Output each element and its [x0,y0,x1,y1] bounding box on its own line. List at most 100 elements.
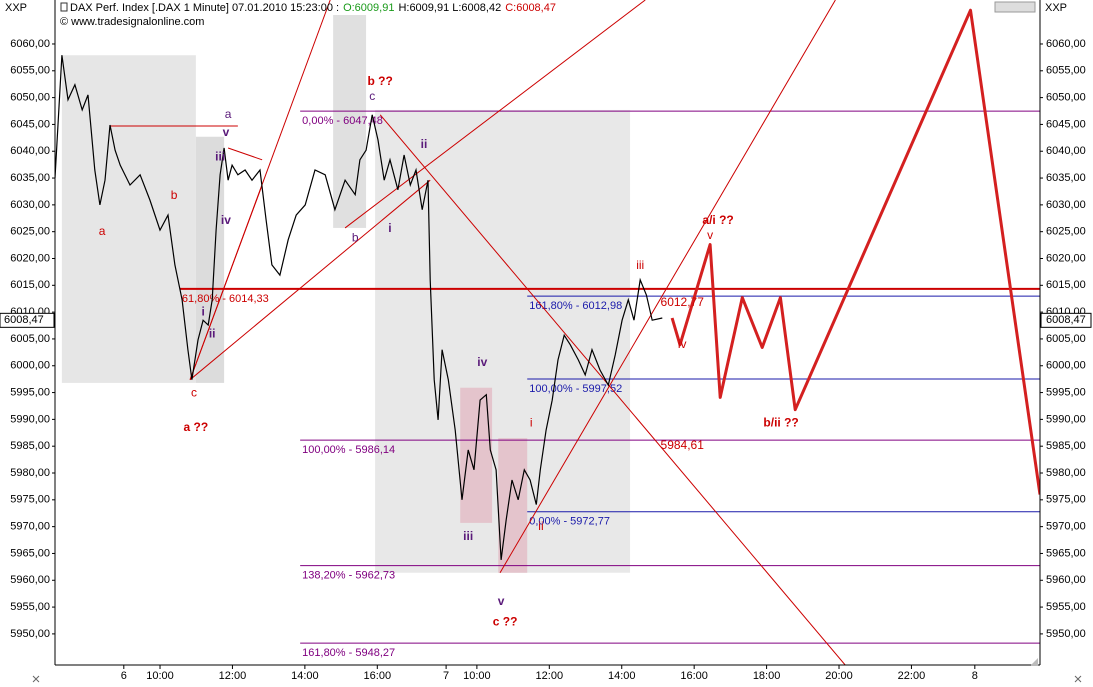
scroll-arrows[interactable] [32,675,1082,683]
icon [60,2,68,12]
y-tick-label: 5950,00 [10,628,50,640]
wave-label: iv [477,355,487,369]
x-tick-label: 16:00 [680,670,708,682]
y-tick-label: 6030,00 [10,199,50,211]
y-tick-label: 6025,00 [1046,226,1086,238]
wave-label: v [223,125,230,139]
y-tick-label: 6055,00 [10,65,50,77]
wave-label: a ?? [184,420,209,434]
y-tick-label: 5990,00 [10,413,50,425]
y-tick-label: 6050,00 [1046,92,1086,104]
x-tick-label: 22:00 [898,670,926,682]
level-label: 161,80% - 5948,27 [302,647,395,659]
wave-label: ii [538,519,543,533]
wave-label: a [225,107,232,121]
y-tick-label: 5985,00 [10,440,50,452]
y-tick-label: 6055,00 [1046,65,1086,77]
y-tick-label: 6045,00 [10,118,50,130]
y-tick-label: 5980,00 [10,467,50,479]
y-tick-label: 5960,00 [10,574,50,586]
title: DAX Perf. Index [.DAX 1 Minute] 07.01.20… [70,2,556,14]
wave-label: c [191,385,197,399]
y-tick-label: 6035,00 [1046,172,1086,184]
symbol: XXP [1045,2,1067,14]
plot-area: 0,00% - 6047,48 100,00% - 5986,14 138,20% … [55,0,1040,665]
wave-label: b ?? [368,74,393,88]
y-tick-label: 5980,00 [1046,467,1086,479]
y-tick-label: 6040,00 [1046,145,1086,157]
wave-label: i [201,304,204,318]
wave-label: b [352,230,359,244]
y-tick-label: 6005,00 [10,333,50,345]
trend-line [189,179,431,381]
wave-label: 6012,77 [661,295,705,309]
y-tick-label: 6020,00 [10,252,50,264]
level-label: 61,80% - 6014,33 [182,293,269,305]
y-tick-label: 5955,00 [10,601,50,613]
price-line [55,55,663,560]
symbol: XXP [5,2,27,14]
x-tick-label: 10:00 [463,670,491,682]
y-tick-label: 5985,00 [1046,440,1086,452]
y-tick-label: 6000,00 [10,360,50,372]
ohlc-value: O:6009,91 [343,2,394,14]
copyright: © www.tradesignalonline.com [60,16,204,28]
level-label: 138,20% - 5962,73 [302,570,395,582]
zone [333,15,367,228]
wave-label: iii [215,149,225,163]
wave-label: 5984,61 [661,438,705,452]
y-tick-label: 6025,00 [10,226,50,238]
wave-label: a/i ?? [702,213,733,227]
y-tick-label: 6000,00 [1046,360,1086,372]
y-tick-label: 6050,00 [10,92,50,104]
wave-label: iv [678,337,687,351]
x-tick-label: 7 [443,670,449,682]
forecast-line [670,8,1040,495]
wave-label: a [99,224,106,238]
trend-line [499,0,836,574]
level-label: 100,00% - 5997,52 [529,383,622,395]
y-tick-label: 5955,00 [1046,601,1086,613]
trend-line [189,184,263,380]
wave-label: c ?? [493,614,518,628]
wave-label: iii [636,258,644,272]
x-tick-label: 8 [972,670,978,682]
resize-handle[interactable] [1030,658,1038,666]
title-text: DAX Perf. Index [.DAX 1 Minute] 07.01.20… [70,2,339,14]
wave-label: i [388,221,391,235]
y-tick-label: 6030,00 [1046,199,1086,211]
x-tick-label: 20:00 [825,670,853,682]
price-tag-label: 6008,47 [4,314,44,326]
y-tick-label: 6040,00 [10,145,50,157]
y-tick-label: 6005,00 [1046,333,1086,345]
wave-label: c [369,89,375,103]
y-tick-label: 5995,00 [10,386,50,398]
y-tick-label: 6015,00 [1046,279,1086,291]
y-tick-label: 5970,00 [10,521,50,533]
wave-label: v [707,228,713,242]
y-tick-label: 5950,00 [1046,628,1086,640]
window-controls[interactable] [994,1,1036,13]
x-tick-label: 14:00 [608,670,636,682]
x-tick-label: 18:00 [753,670,781,682]
y-tick-label: 6015,00 [10,279,50,291]
y-tick-label: 5975,00 [1046,494,1086,506]
trend-line [379,114,846,665]
trend-line [227,147,263,161]
wave-label: v [498,594,505,608]
y-tick-label: 6060,00 [10,38,50,50]
wave-label: b/ii ?? [763,415,798,429]
y-tick-label: 6020,00 [1046,252,1086,264]
y-tick-label: 6035,00 [10,172,50,184]
wave-label: ii [209,326,216,340]
wave-label: ii [421,137,428,151]
ohlc-value: C:6008,47 [505,2,556,14]
wave-label: b [171,188,178,202]
wave-label: i [530,415,533,429]
x-tick-label: 12:00 [536,670,564,682]
wave-label: iv [221,213,231,227]
level-label: 0,00% - 5972,77 [529,516,610,528]
y-tick-label: 5965,00 [1046,547,1086,559]
level-label: 100,00% - 5986,14 [302,444,395,456]
